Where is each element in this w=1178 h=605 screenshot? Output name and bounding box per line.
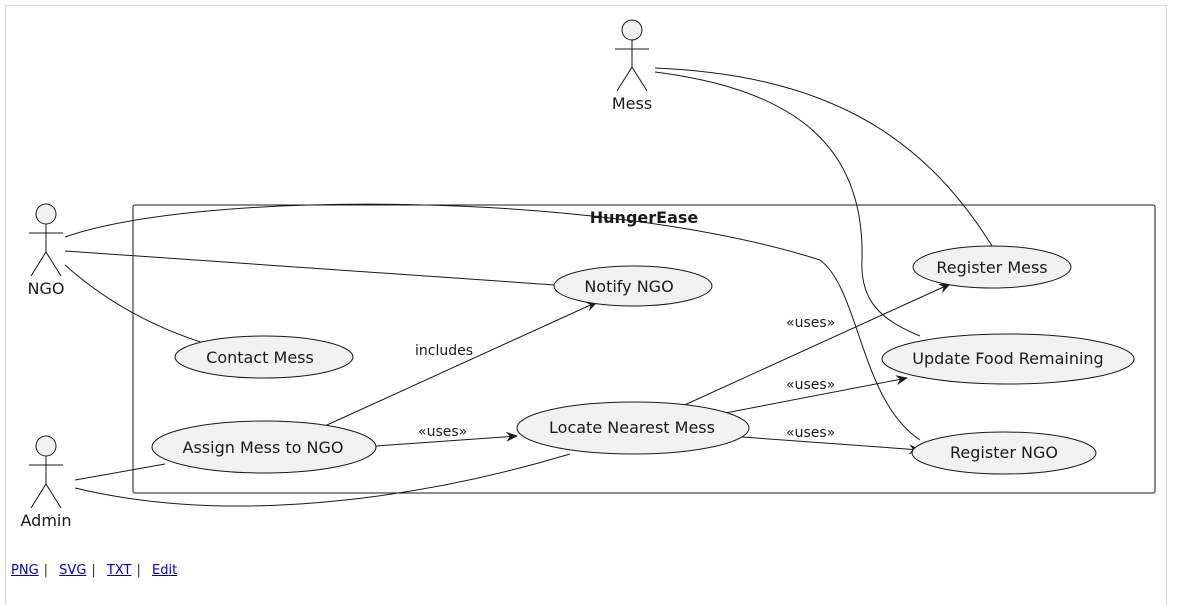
png-link[interactable]: PNG <box>11 563 39 578</box>
export-links: PNG | SVG | TXT | Edit <box>11 563 177 578</box>
mess-update-food-line <box>654 71 921 337</box>
use-case-notify-ngo[interactable]: Notify NGO <box>553 265 713 307</box>
separator: | <box>43 563 49 578</box>
svg-text:Notify NGO: Notify NGO <box>584 277 673 296</box>
assign-includes-notify-arrow <box>315 301 598 431</box>
svg-text:Contact Mess: Contact Mess <box>206 348 314 367</box>
use-case-locate-nearest-mess[interactable]: Locate Nearest Mess <box>516 401 750 455</box>
mess-register-mess-line <box>654 67 993 247</box>
use-case-diagram: HungerEase includes «uses» «uses» «uses»… <box>21 19 1156 530</box>
diagram-frame <box>5 5 1167 605</box>
edge-label-uses-3: «uses» <box>786 377 835 393</box>
actor-label-ngo: NGO <box>28 279 65 298</box>
separator: | <box>91 563 96 578</box>
txt-link[interactable]: TXT <box>106 563 132 578</box>
actor-label-admin: Admin <box>21 511 72 530</box>
stick-figure-icon <box>29 203 63 277</box>
assign-uses-locate-arrow <box>375 431 518 447</box>
svg-text:Assign Mess to NGO: Assign Mess to NGO <box>183 438 344 457</box>
edit-link[interactable]: Edit <box>152 563 178 578</box>
admin-assign-mess-line <box>74 463 166 481</box>
ngo-notify-ngo-line <box>64 250 556 286</box>
edge-label-includes: includes <box>415 343 473 359</box>
edge-label-uses-4: «uses» <box>786 425 835 441</box>
associations <box>64 67 993 507</box>
separator: | <box>136 563 141 578</box>
use-case-register-ngo[interactable]: Register NGO <box>911 431 1097 475</box>
locate-uses-register-mess-arrow <box>677 283 951 409</box>
svg-text:Locate Nearest Mess: Locate Nearest Mess <box>549 418 715 437</box>
actor-mess[interactable]: Mess <box>612 19 652 113</box>
svg-text:Register NGO: Register NGO <box>950 443 1058 462</box>
locate-uses-register-ngo-arrow <box>741 436 921 455</box>
svg-text:Register Mess: Register Mess <box>936 258 1047 277</box>
svg-text:Update Food Remaining: Update Food Remaining <box>912 349 1103 368</box>
locate-uses-update-food-arrow <box>719 375 908 415</box>
actor-admin[interactable]: Admin <box>21 435 72 530</box>
actor-ngo[interactable]: NGO <box>28 203 65 298</box>
ngo-register-ngo-line <box>64 203 921 441</box>
stick-figure-icon <box>615 19 649 92</box>
use-case-update-food-remaining[interactable]: Update Food Remaining <box>881 333 1135 385</box>
use-case-assign-mess-to-ngo[interactable]: Assign Mess to NGO <box>151 420 377 474</box>
system-boundary: HungerEase <box>132 204 1156 494</box>
actor-label-mess: Mess <box>612 94 652 113</box>
system-title: HungerEase <box>590 208 699 227</box>
admin-locate-mess-line <box>74 453 571 507</box>
dependencies <box>315 283 951 455</box>
svg-link[interactable]: SVG <box>59 563 87 578</box>
ngo-contact-mess-line <box>64 264 211 346</box>
use-case-contact-mess[interactable]: Contact Mess <box>174 335 354 379</box>
edge-label-uses-2: «uses» <box>786 315 835 331</box>
edge-label-uses-1: «uses» <box>418 424 467 440</box>
use-case-register-mess[interactable]: Register Mess <box>912 245 1072 289</box>
stick-figure-icon <box>29 435 63 509</box>
